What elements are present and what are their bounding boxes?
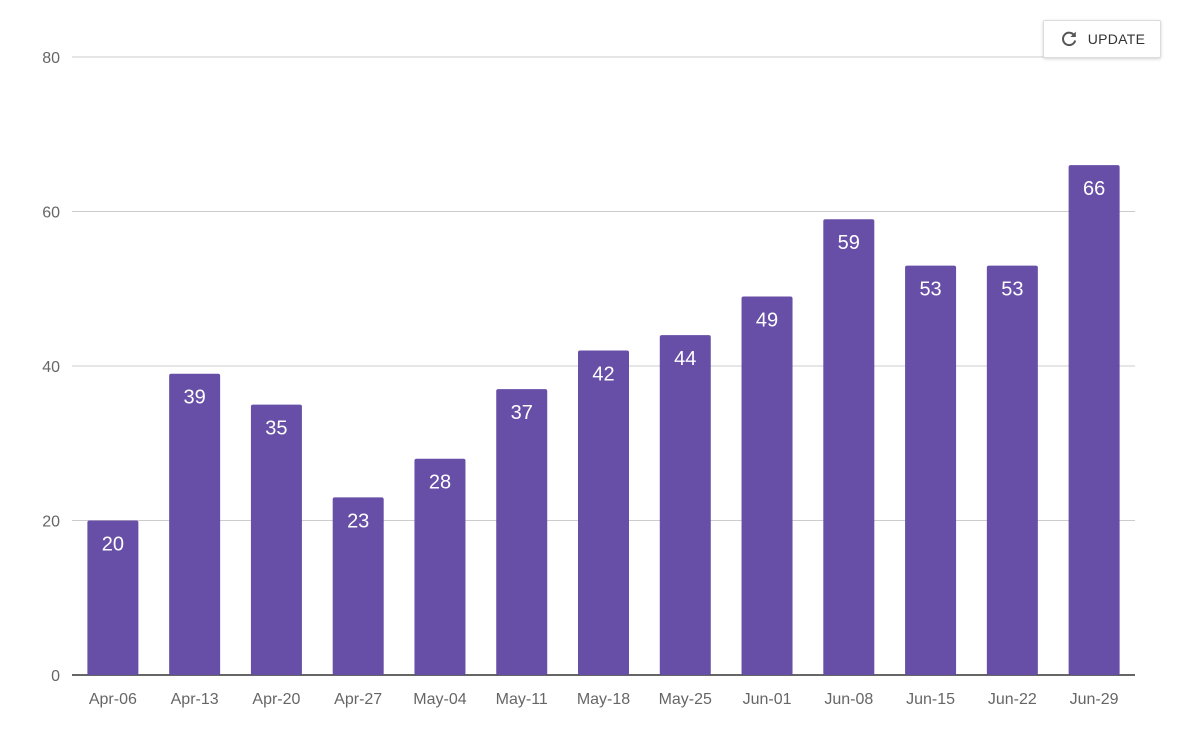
bar — [332, 497, 384, 675]
data-label: 20 — [102, 534, 124, 556]
update-button-label: UPDATE — [1087, 31, 1146, 47]
bar — [1068, 165, 1120, 675]
x-tick-label: Jun-01 — [743, 691, 792, 708]
y-tick-label: 60 — [42, 205, 60, 222]
y-tick-label: 20 — [42, 514, 60, 531]
bar — [250, 404, 302, 675]
x-tick-label: Jun-08 — [824, 691, 873, 708]
bar — [414, 458, 466, 675]
refresh-icon — [1059, 29, 1079, 49]
y-tick-label: 80 — [42, 50, 60, 67]
data-label: 66 — [1083, 178, 1105, 200]
x-tick-label: Apr-27 — [334, 691, 382, 708]
data-label: 23 — [347, 510, 369, 532]
data-label: 53 — [1001, 279, 1023, 301]
x-tick-label: May-11 — [496, 691, 548, 708]
bar — [169, 373, 221, 675]
data-label: 44 — [674, 348, 696, 370]
y-axis-ticks: 0 20 40 60 80 — [42, 50, 60, 685]
data-label: 37 — [511, 402, 533, 424]
bar — [905, 265, 957, 675]
data-label: 59 — [838, 232, 860, 254]
bar — [659, 335, 711, 675]
data-label: 28 — [429, 472, 451, 494]
bar — [496, 389, 548, 675]
bar — [578, 350, 629, 675]
x-tick-label: May-25 — [659, 691, 712, 708]
x-tick-label: May-18 — [577, 691, 630, 708]
x-axis-ticks: Apr-06 Apr-13 Apr-20 Apr-27 May-04 May-11 May-… — [89, 691, 1119, 708]
y-tick-label: 0 — [51, 668, 60, 685]
y-tick-label: 40 — [42, 359, 60, 376]
bar — [986, 265, 1038, 675]
x-tick-label: Jun-22 — [988, 691, 1037, 708]
data-label: 42 — [592, 364, 614, 386]
x-tick-label: May-04 — [413, 691, 466, 708]
bar — [741, 296, 793, 675]
data-label: 49 — [756, 309, 778, 331]
x-tick-label: Jun-15 — [906, 691, 955, 708]
bars: 20 39 35 23 28 37 42 44 49 59 53 53 66 — [87, 165, 1120, 675]
bar — [87, 520, 139, 675]
data-label: 35 — [265, 418, 287, 440]
update-button[interactable]: UPDATE — [1043, 20, 1161, 58]
x-tick-label: Jun-29 — [1070, 691, 1119, 708]
x-tick-label: Apr-20 — [252, 691, 300, 708]
x-tick-label: Apr-06 — [89, 691, 137, 708]
x-tick-label: Apr-13 — [171, 691, 219, 708]
bar — [823, 219, 875, 675]
data-label: 39 — [184, 387, 206, 409]
data-label: 53 — [919, 279, 941, 301]
